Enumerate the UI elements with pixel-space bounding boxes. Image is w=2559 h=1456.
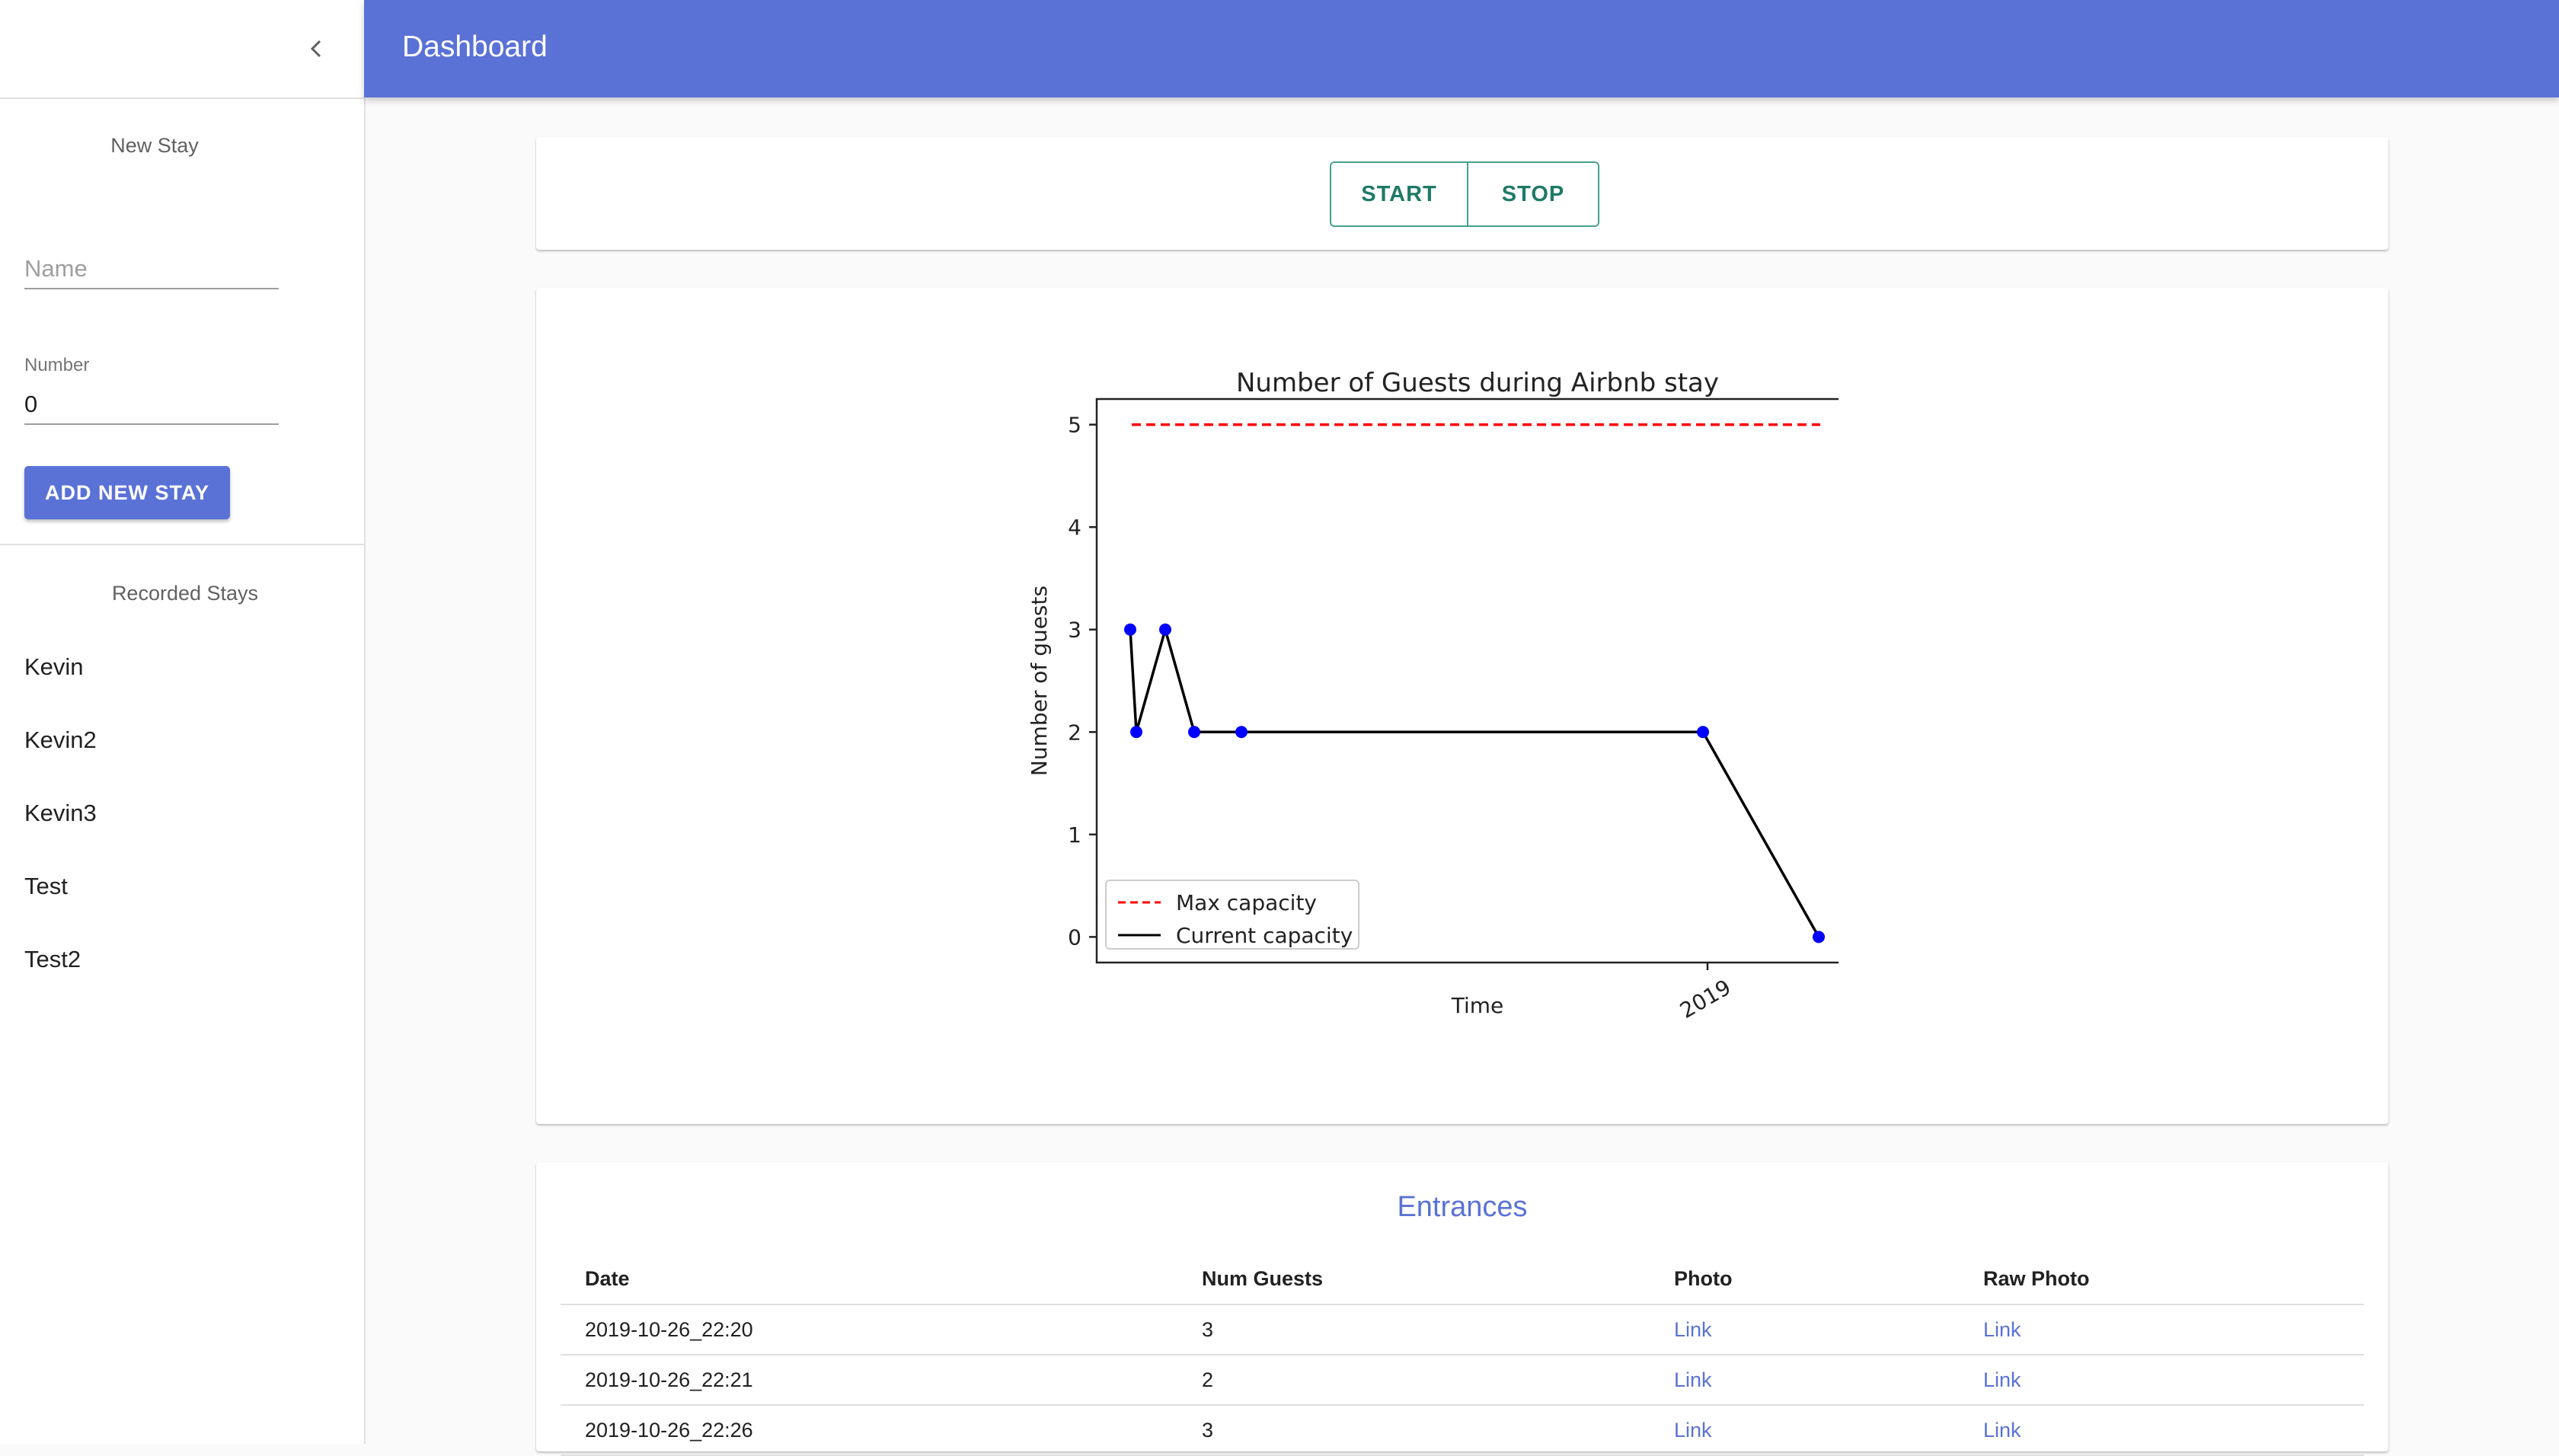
y-tick-label: 3 xyxy=(1068,618,1081,643)
photo-link[interactable]: Link xyxy=(1674,1418,1712,1442)
photo-link[interactable]: Link xyxy=(1674,1317,1712,1341)
entrances-title: Entrances xyxy=(1397,1191,1528,1223)
add-new-stay-button[interactable]: ADD NEW STAY xyxy=(24,466,230,519)
entrances-card: Entrances Date Num Guests Photo Raw Phot… xyxy=(536,1162,2388,1456)
data-point xyxy=(1130,726,1142,739)
plot-area xyxy=(1095,398,1839,964)
stay-item-kevin[interactable]: Kevin xyxy=(24,653,84,680)
column-header-photo: Photo xyxy=(1650,1253,1959,1305)
stay-item-test[interactable]: Test xyxy=(24,873,68,899)
chart-card: Number of Guests during Airbnb stay 0 1 2 3… xyxy=(536,288,2388,1124)
cell-date: 2019-10-26_22:20 xyxy=(561,1304,1177,1355)
sidebar: New Stay Number ADD NEW STAY Recorded St… xyxy=(0,0,366,1444)
chevron-left-icon xyxy=(310,40,321,58)
data-point xyxy=(1813,931,1825,944)
cell-num-guests: 3 xyxy=(1177,1405,1650,1456)
guests-chart: Number of Guests during Airbnb stay 0 1 2 3… xyxy=(1027,368,1839,1022)
raw-photo-link[interactable]: Link xyxy=(1983,1418,2021,1442)
data-point xyxy=(1188,726,1200,739)
y-tick-label: 0 xyxy=(1068,924,1081,950)
x-tick-label: 2019 xyxy=(1676,975,1735,1022)
data-point xyxy=(1159,623,1171,636)
y-axis: 0 1 2 3 4 5 xyxy=(1068,413,1097,950)
column-header-raw-photo: Raw Photo xyxy=(1959,1253,2364,1305)
chart-title: Number of Guests during Airbnb stay xyxy=(1236,368,1719,398)
stay-item-kevin3[interactable]: Kevin3 xyxy=(24,800,97,826)
legend-label-max: Max capacity xyxy=(1176,890,1317,915)
y-tick-label: 2 xyxy=(1068,720,1081,745)
page-title: Dashboard xyxy=(402,30,548,63)
legend-label-current: Current capacity xyxy=(1176,923,1353,948)
cell-date: 2019-10-26_22:26 xyxy=(561,1405,1177,1456)
name-input[interactable] xyxy=(24,250,279,289)
cell-date: 2019-10-26_22:21 xyxy=(561,1355,1177,1406)
chart-legend: Max capacity Current capacity xyxy=(1105,880,1359,950)
start-stop-button-group: START STOP xyxy=(1330,161,1599,227)
cell-num-guests: 2 xyxy=(1177,1355,1650,1406)
y-axis-label: Number of guests xyxy=(1027,586,1052,776)
cell-num-guests: 3 xyxy=(1177,1304,1650,1355)
app-bar: Dashboard xyxy=(364,0,2559,97)
number-input[interactable] xyxy=(24,385,279,425)
raw-photo-link[interactable]: Link xyxy=(1983,1317,2021,1341)
y-tick-label: 4 xyxy=(1068,515,1081,540)
table-row: 2019-10-26_22:20 3 Link Link xyxy=(561,1304,2364,1355)
table-header-row: Date Num Guests Photo Raw Photo xyxy=(561,1253,2364,1305)
stay-item-test2[interactable]: Test2 xyxy=(24,946,81,972)
number-label: Number xyxy=(24,355,90,375)
stay-item-kevin2[interactable]: Kevin2 xyxy=(24,726,97,753)
y-tick-label: 1 xyxy=(1068,822,1081,848)
photo-link[interactable]: Link xyxy=(1674,1368,1712,1391)
y-tick-label: 5 xyxy=(1068,413,1081,438)
data-point xyxy=(1235,726,1248,739)
data-point xyxy=(1124,623,1136,636)
recorded-stays-title: Recorded Stays xyxy=(111,582,259,605)
x-axis-tick: 2019 xyxy=(1676,963,1735,1022)
stop-button[interactable]: STOP xyxy=(1467,163,1598,225)
x-axis-label: Time xyxy=(1451,993,1504,1018)
entrances-table: Date Num Guests Photo Raw Photo 2019-10-… xyxy=(561,1253,2364,1456)
data-point xyxy=(1697,726,1709,739)
start-button[interactable]: START xyxy=(1331,163,1467,225)
raw-photo-link[interactable]: Link xyxy=(1983,1368,2021,1391)
column-header-date: Date xyxy=(561,1253,1177,1305)
table-row: 2019-10-26_22:26 3 Link Link xyxy=(561,1405,2364,1456)
column-header-num-guests: Num Guests xyxy=(1177,1253,1650,1305)
chart-series xyxy=(1124,423,1825,944)
controls-card: START STOP xyxy=(536,137,2388,250)
sidebar-header xyxy=(0,0,364,99)
collapse-sidebar-button[interactable] xyxy=(294,26,340,72)
new-stay-title: New Stay xyxy=(110,134,199,157)
sidebar-divider xyxy=(0,544,364,545)
table-row: 2019-10-26_22:21 2 Link Link xyxy=(561,1355,2364,1406)
